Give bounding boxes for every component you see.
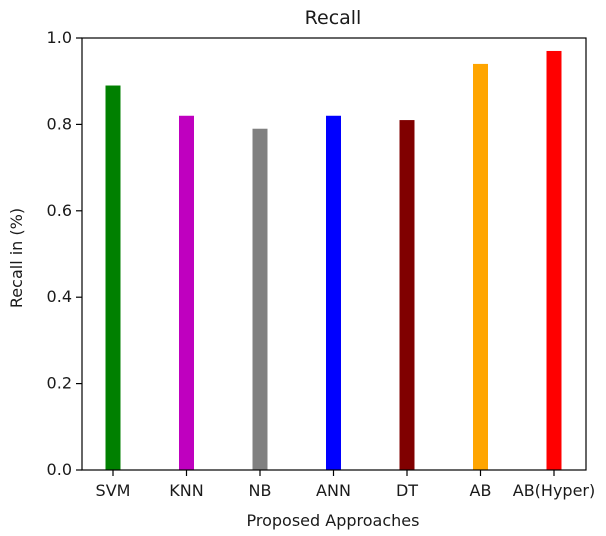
bar-ab <box>473 63 488 471</box>
x-axis-label: Proposed Approaches <box>247 511 420 530</box>
y-tick-label: 0.6 <box>47 201 72 220</box>
x-tick-label: NB <box>249 481 272 500</box>
y-tick-label: 0.2 <box>47 374 72 393</box>
x-tick-label: AB(Hyper) <box>513 481 595 500</box>
y-tick-label: 0.0 <box>47 460 72 479</box>
x-tick-label: SVM <box>96 481 131 500</box>
bar-ab-hyper <box>546 50 562 471</box>
chart-title: Recall <box>305 7 362 29</box>
bar-nb <box>252 128 268 470</box>
y-tick-label: 0.4 <box>47 287 72 306</box>
bar-svm <box>105 85 121 471</box>
y-tick-label: 0.8 <box>47 114 72 133</box>
bar-ann <box>326 115 341 470</box>
x-tick-label: DT <box>396 481 418 500</box>
bar-dt <box>399 120 415 470</box>
x-tick-label: ANN <box>316 481 351 500</box>
x-tick-label: KNN <box>169 481 203 500</box>
plot-area: 0.0 0.2 0.4 0.6 0.8 1.0 SVM KNN NB ANN DT AB AB(Hype… <box>47 28 596 500</box>
x-tick-label: AB <box>470 481 492 500</box>
bar-knn <box>179 115 194 470</box>
y-tick-label: 1.0 <box>47 28 72 47</box>
y-axis-label: Recall in (%) <box>7 208 26 308</box>
